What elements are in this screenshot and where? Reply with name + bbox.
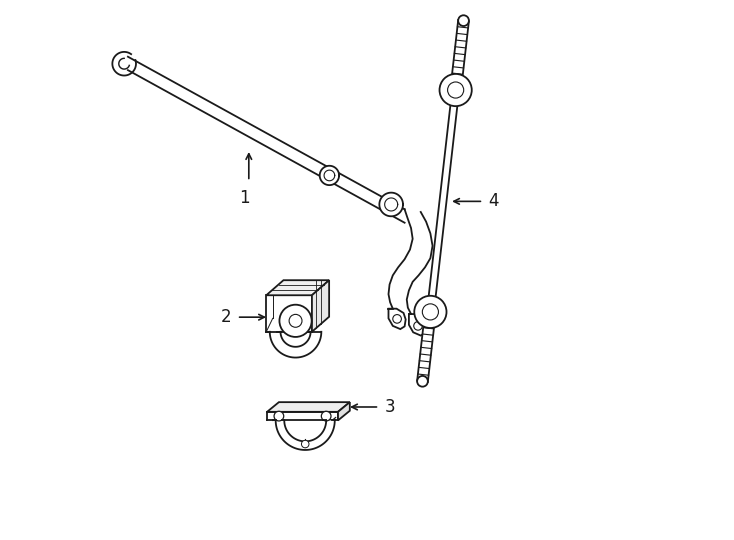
Circle shape (320, 166, 339, 185)
Polygon shape (388, 210, 432, 314)
Circle shape (422, 304, 438, 320)
Text: 1: 1 (239, 190, 250, 207)
Text: 3: 3 (385, 398, 396, 416)
Polygon shape (276, 421, 335, 450)
Polygon shape (409, 314, 427, 335)
Circle shape (289, 314, 302, 327)
Circle shape (417, 376, 428, 387)
Polygon shape (452, 20, 469, 75)
Polygon shape (427, 90, 459, 312)
Polygon shape (312, 280, 329, 332)
Circle shape (440, 74, 472, 106)
Circle shape (274, 411, 284, 421)
Circle shape (280, 305, 312, 337)
Text: 4: 4 (489, 192, 499, 211)
Circle shape (302, 440, 309, 448)
Polygon shape (417, 327, 434, 382)
Circle shape (393, 315, 401, 323)
Polygon shape (338, 402, 350, 421)
Circle shape (379, 193, 403, 217)
Text: 2: 2 (221, 308, 231, 326)
Polygon shape (388, 309, 406, 329)
Polygon shape (267, 402, 350, 412)
Circle shape (321, 411, 331, 421)
Circle shape (414, 322, 422, 330)
Polygon shape (266, 280, 329, 295)
Circle shape (448, 82, 464, 98)
Polygon shape (128, 57, 404, 222)
Polygon shape (270, 332, 321, 357)
Circle shape (414, 296, 446, 328)
Polygon shape (266, 295, 312, 332)
Circle shape (458, 15, 469, 26)
